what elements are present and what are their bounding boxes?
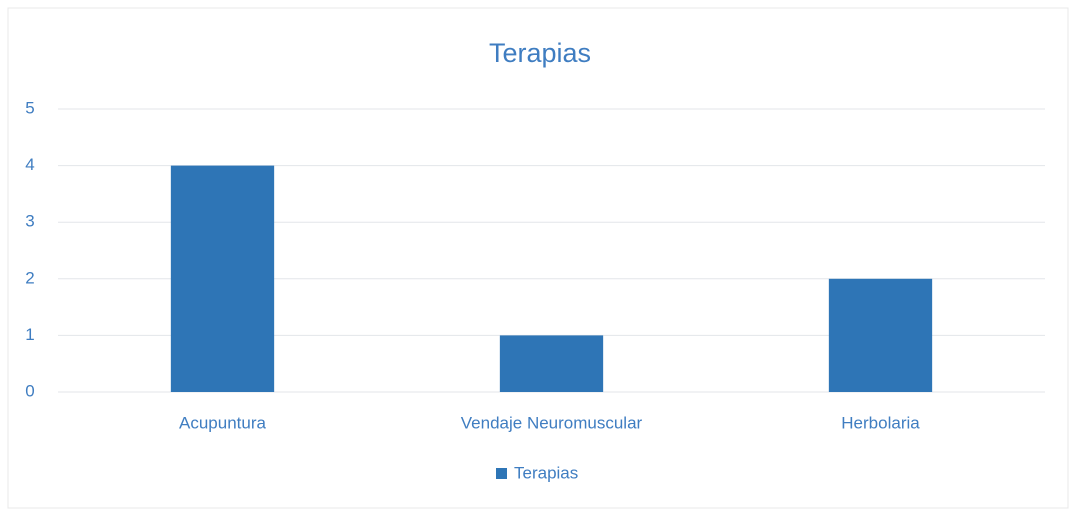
chart-frame <box>7 7 1069 509</box>
bar <box>828 278 933 392</box>
legend-label: Terapias <box>514 463 578 482</box>
bar <box>170 165 275 392</box>
y-tick-label: 5 <box>25 98 34 117</box>
y-tick-label: 1 <box>25 325 34 344</box>
x-tick-label: Vendaje Neuromuscular <box>461 413 643 432</box>
x-tick-label: Herbolaria <box>841 413 920 432</box>
y-tick-label: 4 <box>25 155 34 174</box>
y-tick-label: 3 <box>25 212 34 231</box>
bar <box>499 335 604 392</box>
y-tick-label: 2 <box>25 268 34 287</box>
y-tick-label: 0 <box>25 381 34 400</box>
chart-title: Terapias <box>489 38 591 68</box>
legend-swatch <box>496 468 507 479</box>
x-tick-label: Acupuntura <box>179 413 266 432</box>
